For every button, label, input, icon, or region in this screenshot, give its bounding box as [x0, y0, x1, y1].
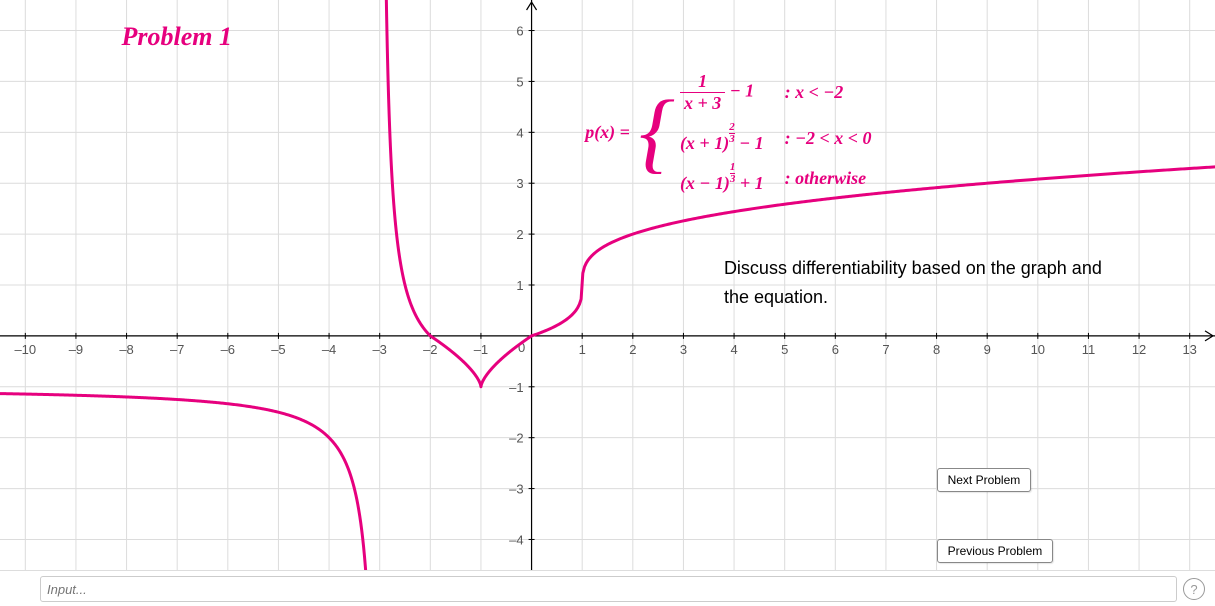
svg-text:–1: –1	[509, 380, 523, 395]
svg-text:–3: –3	[372, 342, 386, 357]
graph-area[interactable]: –10–9–8–7–6–5–4–3–2–1012345678910111213–…	[0, 0, 1215, 570]
next-problem-button[interactable]: Next Problem	[937, 468, 1032, 492]
svg-text:1: 1	[516, 278, 523, 293]
svg-text:13: 13	[1182, 342, 1196, 357]
svg-text:–5: –5	[271, 342, 285, 357]
piecewise-equation: p(x) ={1x + 3 − 1: x < −2(x + 1)23 − 1: …	[582, 61, 875, 204]
previous-problem-button[interactable]: Previous Problem	[937, 539, 1054, 563]
svg-text:3: 3	[516, 176, 523, 191]
svg-text:3: 3	[680, 342, 687, 357]
help-icon[interactable]: ?	[1183, 578, 1205, 600]
svg-text:4: 4	[516, 125, 523, 140]
command-input[interactable]	[40, 576, 1177, 602]
svg-text:–7: –7	[170, 342, 184, 357]
svg-text:6: 6	[516, 24, 523, 39]
svg-text:5: 5	[781, 342, 788, 357]
svg-text:2: 2	[516, 227, 523, 242]
svg-text:8: 8	[933, 342, 940, 357]
svg-text:2: 2	[629, 342, 636, 357]
problem-title: Problem 1	[122, 22, 233, 52]
svg-text:–8: –8	[119, 342, 133, 357]
instruction-line1: Discuss differentiability based on the g…	[724, 254, 1102, 283]
svg-text:9: 9	[984, 342, 991, 357]
svg-text:–3: –3	[509, 482, 523, 497]
input-bar: ?	[0, 570, 1215, 606]
svg-text:5: 5	[516, 74, 523, 89]
svg-text:12: 12	[1132, 342, 1146, 357]
svg-text:–2: –2	[509, 431, 523, 446]
svg-text:1: 1	[579, 342, 586, 357]
svg-text:–1: –1	[474, 342, 488, 357]
svg-text:–9: –9	[69, 342, 83, 357]
svg-text:10: 10	[1031, 342, 1045, 357]
svg-text:–4: –4	[509, 532, 523, 547]
svg-text:–4: –4	[322, 342, 336, 357]
svg-text:4: 4	[730, 342, 737, 357]
instruction-text: Discuss differentiability based on the g…	[724, 254, 1102, 312]
svg-text:7: 7	[882, 342, 889, 357]
svg-text:–10: –10	[14, 342, 36, 357]
svg-text:11: 11	[1082, 342, 1096, 357]
instruction-line2: the equation.	[724, 283, 1102, 312]
svg-text:–2: –2	[423, 342, 437, 357]
svg-text:–6: –6	[221, 342, 235, 357]
svg-text:6: 6	[832, 342, 839, 357]
